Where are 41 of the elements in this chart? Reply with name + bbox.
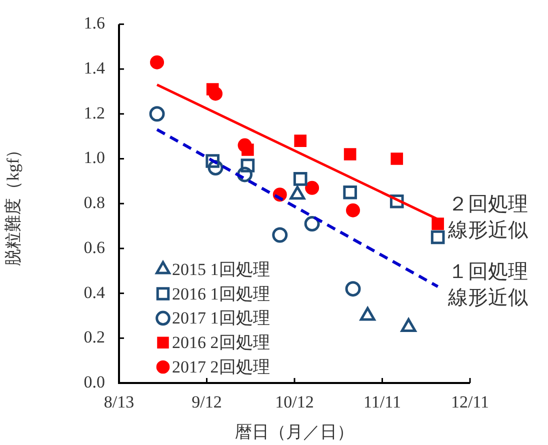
y-tick-label: 0.6 bbox=[84, 238, 105, 257]
y-tick-label: 1.0 bbox=[84, 148, 105, 168]
point bbox=[240, 158, 255, 172]
point bbox=[206, 83, 219, 96]
y-tick-label: 1.6 bbox=[84, 14, 105, 33]
point bbox=[432, 218, 444, 230]
x-axis-title: 暦日（月／日） bbox=[235, 422, 354, 442]
point bbox=[150, 55, 164, 70]
x-tick-label: 12/11 bbox=[450, 392, 490, 412]
series-label: ２回処理線形近似 bbox=[446, 194, 528, 242]
legend-label: 2017 2回処理 bbox=[172, 357, 270, 376]
point bbox=[345, 281, 361, 297]
x-tick-label: 11/11 bbox=[364, 392, 401, 412]
point bbox=[272, 227, 288, 243]
point bbox=[344, 148, 356, 160]
point bbox=[390, 152, 404, 165]
y-tick-label: 1.4 bbox=[84, 58, 106, 78]
point bbox=[343, 185, 357, 200]
y-tick-label: 0.0 bbox=[84, 372, 105, 392]
point bbox=[430, 230, 445, 244]
x-tick-label: 8/13 bbox=[104, 392, 134, 412]
y-tick-label: 0.4 bbox=[84, 282, 106, 302]
y-tick-label: 0.2 bbox=[84, 328, 105, 347]
legend-label: 2016 2回処理 bbox=[172, 333, 270, 352]
point bbox=[346, 203, 360, 218]
point bbox=[305, 180, 320, 195]
point bbox=[294, 134, 307, 147]
series-label: １回処理線形近似 bbox=[446, 260, 528, 309]
y-axis-title: 脱粒難度（kgf） bbox=[4, 141, 23, 266]
point bbox=[293, 172, 308, 186]
legend-label: 2015 1回処理 bbox=[172, 260, 270, 279]
y-tick-label: 0.8 bbox=[84, 193, 105, 212]
legend-label: 2016 1回処理 bbox=[172, 284, 270, 304]
point bbox=[237, 166, 253, 182]
x-tick-label: 10/12 bbox=[275, 392, 314, 412]
point bbox=[242, 144, 254, 156]
legend-label: 2017 1回処理 bbox=[172, 308, 270, 328]
x-tick-label: 9/12 bbox=[192, 392, 222, 412]
point bbox=[149, 106, 165, 122]
point bbox=[206, 154, 220, 168]
y-tick-label: 1.2 bbox=[84, 103, 105, 122]
